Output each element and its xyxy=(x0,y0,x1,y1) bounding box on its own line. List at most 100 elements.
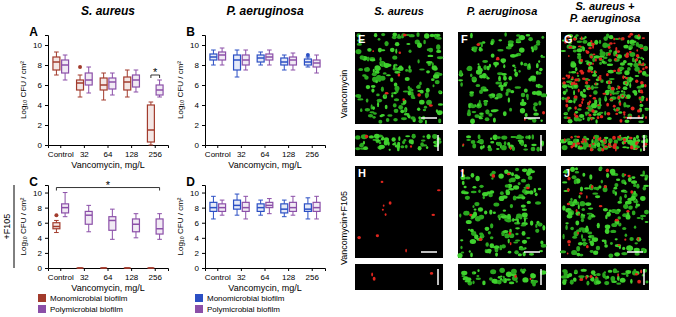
cell-texture xyxy=(565,104,568,108)
cell-texture xyxy=(580,187,583,192)
cell-texture xyxy=(609,35,614,39)
cell-texture xyxy=(476,275,479,277)
cell-texture xyxy=(513,242,518,244)
median xyxy=(156,228,163,230)
cell-texture xyxy=(514,72,518,77)
y-tick-label: 2 xyxy=(195,249,200,258)
median xyxy=(62,207,69,209)
y-tick-mark xyxy=(202,208,205,209)
cell-texture xyxy=(377,99,382,103)
whisker-cap-high xyxy=(125,70,130,71)
cell-texture xyxy=(484,210,487,214)
cell-texture xyxy=(419,68,425,70)
y-tick-label: 8 xyxy=(38,61,43,70)
box-body xyxy=(289,57,296,65)
cell-texture xyxy=(382,209,384,211)
cell-texture xyxy=(628,45,633,50)
whisker-low xyxy=(222,60,223,65)
cell-texture xyxy=(531,134,534,139)
cell-texture xyxy=(504,141,507,145)
cell-texture xyxy=(612,92,615,95)
image-column-title: S. aureus xyxy=(374,5,424,17)
whisker-cap-low xyxy=(267,213,272,214)
x-axis-line xyxy=(49,269,169,272)
cell-texture xyxy=(497,49,503,51)
cell-texture xyxy=(589,95,592,97)
whisker-cap-high xyxy=(101,73,106,74)
cell-texture xyxy=(389,201,392,205)
y-tick: 10 xyxy=(190,189,205,198)
cell-texture xyxy=(432,62,434,66)
cell-texture xyxy=(587,281,590,285)
x-tick-label: 256 xyxy=(306,273,320,282)
cell-texture xyxy=(479,116,482,119)
cell-texture xyxy=(532,281,536,286)
y-axis: 0246810 xyxy=(33,36,48,151)
cell-texture xyxy=(625,201,628,204)
cell-texture xyxy=(438,103,443,105)
y-axis-line xyxy=(45,36,49,146)
x-tick-label: Control xyxy=(48,150,74,159)
cell-texture xyxy=(525,191,531,194)
cell-texture xyxy=(645,109,649,111)
cell-texture xyxy=(582,173,585,177)
cell-texture xyxy=(607,275,610,279)
outlier xyxy=(78,65,82,69)
cell-texture xyxy=(528,135,531,139)
cell-texture xyxy=(577,231,579,234)
cell-texture xyxy=(465,280,471,283)
box xyxy=(266,50,273,65)
cell-texture xyxy=(579,38,585,40)
x-axis-title: Vancomycin, mg/L xyxy=(71,283,144,293)
image-background xyxy=(458,32,546,124)
x-tick: 256 xyxy=(149,268,163,282)
y-axis: 0246810 xyxy=(190,186,205,274)
box xyxy=(124,70,131,97)
cell-texture xyxy=(510,242,512,245)
cell-texture xyxy=(522,169,528,173)
panel-letter: A xyxy=(29,25,38,39)
whisker-cap-low xyxy=(134,92,139,93)
median xyxy=(219,207,226,209)
cell-texture xyxy=(462,181,465,185)
x-tick-label: 128 xyxy=(282,273,296,282)
cell-texture xyxy=(516,34,520,36)
x-tick-mark xyxy=(217,145,218,148)
cell-texture xyxy=(622,247,625,250)
cell-texture xyxy=(615,38,620,40)
y-tick: 2 xyxy=(38,121,48,130)
cell-texture xyxy=(580,91,583,95)
cell-texture xyxy=(357,98,363,100)
cell-texture xyxy=(625,97,627,99)
cell-texture xyxy=(478,207,483,211)
whisker-cap-high xyxy=(314,55,319,56)
cell-texture xyxy=(426,88,430,93)
cell-texture xyxy=(594,139,598,143)
cell-texture xyxy=(588,47,592,49)
cell-texture xyxy=(489,277,493,281)
cell-texture xyxy=(464,186,467,188)
box xyxy=(289,53,296,70)
cell-texture xyxy=(506,46,511,49)
y-tick-mark xyxy=(202,238,205,239)
median xyxy=(257,207,264,209)
cell-texture xyxy=(570,198,572,201)
whisker-cap-low xyxy=(78,97,83,98)
box-body xyxy=(62,60,69,73)
cell-texture xyxy=(494,97,498,99)
cell-texture xyxy=(518,70,520,73)
cell-texture xyxy=(581,234,583,239)
cell-texture xyxy=(523,63,527,67)
box-body xyxy=(304,204,311,212)
cell-texture xyxy=(375,80,378,83)
cell-texture xyxy=(609,146,612,148)
cell-texture xyxy=(405,77,410,81)
cell-texture xyxy=(608,53,611,56)
x-tick: 32 xyxy=(80,268,89,282)
cell-texture xyxy=(476,71,479,74)
x-tick: 64 xyxy=(104,145,113,159)
cell-texture xyxy=(476,84,481,87)
cell-texture xyxy=(630,145,633,149)
median xyxy=(77,82,84,84)
cell-texture xyxy=(576,253,580,257)
